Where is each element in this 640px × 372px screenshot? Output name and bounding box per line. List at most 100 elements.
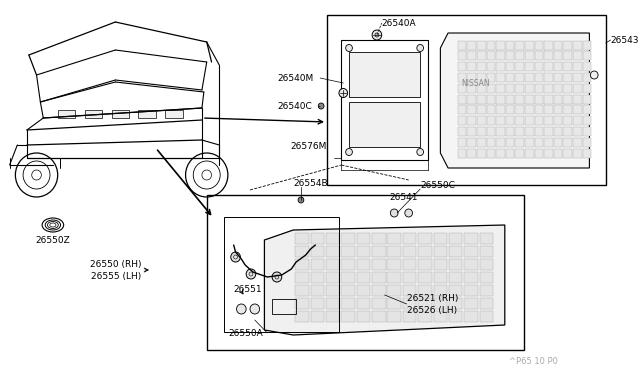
Bar — [341, 40, 428, 160]
Bar — [326, 298, 339, 309]
Bar — [525, 51, 534, 60]
Bar — [341, 272, 355, 283]
Circle shape — [272, 272, 282, 282]
Bar — [465, 298, 478, 309]
Bar — [544, 51, 553, 60]
Bar — [525, 116, 534, 125]
Bar — [419, 246, 432, 257]
Bar — [419, 298, 432, 309]
Bar — [506, 105, 515, 114]
Bar — [458, 41, 467, 50]
Bar — [467, 51, 476, 60]
Bar — [515, 62, 524, 71]
Bar — [372, 311, 385, 322]
Text: 26540M: 26540M — [277, 74, 313, 83]
Bar — [496, 84, 505, 93]
Bar — [387, 259, 401, 270]
Bar — [310, 311, 324, 322]
Bar — [477, 73, 486, 82]
Bar — [582, 95, 591, 104]
Bar — [582, 105, 591, 114]
Bar — [573, 95, 582, 104]
Bar — [138, 110, 156, 118]
Bar — [480, 246, 493, 257]
Bar — [477, 105, 486, 114]
Bar — [465, 285, 478, 296]
Bar — [506, 51, 515, 60]
Bar — [477, 51, 486, 60]
Bar — [387, 246, 401, 257]
Bar — [467, 149, 476, 158]
Bar — [515, 116, 524, 125]
Bar — [554, 127, 563, 136]
Bar — [563, 84, 572, 93]
Bar — [465, 233, 478, 244]
Bar — [434, 311, 447, 322]
Circle shape — [590, 71, 598, 79]
Bar — [496, 41, 505, 50]
Bar — [525, 105, 534, 114]
Bar — [582, 127, 591, 136]
Bar — [534, 105, 543, 114]
Bar — [326, 285, 339, 296]
Bar — [506, 95, 515, 104]
Bar — [326, 272, 339, 283]
Bar — [544, 138, 553, 147]
Bar — [387, 311, 401, 322]
Bar — [467, 73, 476, 82]
Bar — [563, 51, 572, 60]
Bar — [434, 246, 447, 257]
Bar — [563, 105, 572, 114]
Text: NISSAN: NISSAN — [461, 78, 490, 87]
Bar — [310, 233, 324, 244]
Bar — [515, 138, 524, 147]
Bar — [496, 105, 505, 114]
Bar — [582, 41, 591, 50]
Bar — [554, 84, 563, 93]
Bar — [419, 311, 432, 322]
Bar — [465, 246, 478, 257]
Bar — [458, 84, 467, 93]
Text: 26576M: 26576M — [291, 141, 327, 151]
Bar — [506, 138, 515, 147]
Bar — [356, 259, 370, 270]
Bar — [486, 149, 495, 158]
Bar — [341, 246, 355, 257]
Bar — [554, 95, 563, 104]
Bar — [496, 116, 505, 125]
Bar — [554, 149, 563, 158]
Bar — [582, 84, 591, 93]
Bar — [419, 233, 432, 244]
Bar — [458, 127, 467, 136]
Bar — [582, 51, 591, 60]
Bar — [467, 105, 476, 114]
Bar — [310, 246, 324, 257]
Bar — [534, 138, 543, 147]
Bar — [458, 105, 467, 114]
Bar — [477, 127, 486, 136]
Bar — [419, 285, 432, 296]
Bar — [496, 127, 505, 136]
Bar — [515, 105, 524, 114]
Text: 26540A: 26540A — [381, 19, 417, 28]
Bar — [554, 138, 563, 147]
Bar — [449, 246, 463, 257]
Bar — [434, 285, 447, 296]
Bar — [467, 95, 476, 104]
Bar — [477, 95, 486, 104]
Bar — [534, 95, 543, 104]
Bar — [295, 311, 308, 322]
Bar — [554, 116, 563, 125]
Bar — [506, 84, 515, 93]
Bar — [496, 62, 505, 71]
Bar — [525, 127, 534, 136]
Bar — [310, 259, 324, 270]
Bar — [467, 41, 476, 50]
Bar — [387, 272, 401, 283]
Bar — [554, 105, 563, 114]
Bar — [356, 311, 370, 322]
Bar — [544, 41, 553, 50]
Bar — [534, 62, 543, 71]
Bar — [449, 259, 463, 270]
Bar — [525, 84, 534, 93]
